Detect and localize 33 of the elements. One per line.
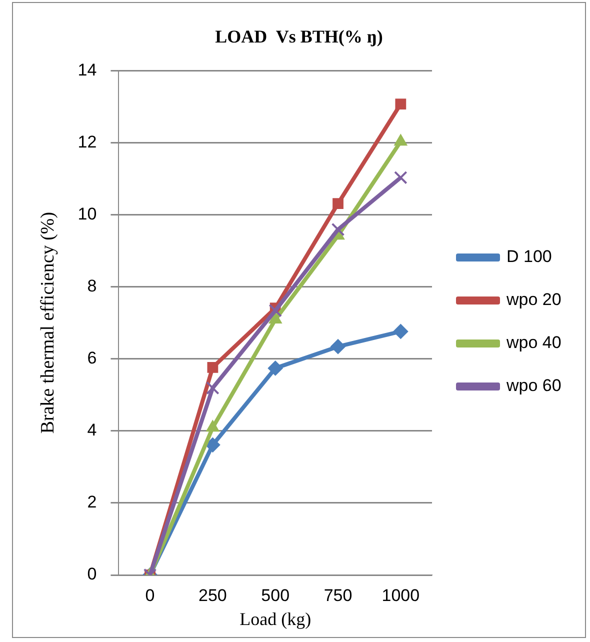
point (393, 324, 408, 339)
y-axis-title: Brake thermal efficiency (%) (37, 212, 58, 434)
x-tick-label: 750 (324, 586, 352, 605)
y-tick-label: 8 (87, 276, 97, 296)
point (268, 312, 282, 324)
legend-label: wpo 60 (506, 376, 562, 396)
point (395, 98, 406, 110)
point (207, 362, 218, 373)
x-tick-label: 250 (198, 586, 227, 605)
y-tick-label: 2 (87, 492, 97, 512)
y-tick-label: 14 (78, 60, 97, 80)
point (268, 304, 282, 318)
point (332, 198, 344, 209)
y-tick-label: 10 (78, 204, 97, 224)
point (206, 420, 220, 432)
y-tick-label: 12 (78, 132, 97, 152)
x-tick-label: 1000 (382, 586, 420, 605)
chart-title: LOAD Vs BTH(% ŋ) (215, 26, 383, 46)
legend-label: wpo 20 (506, 290, 562, 310)
x-axis-title: Load (kg) (240, 608, 312, 629)
legend-label: wpo 40 (506, 333, 562, 352)
point (206, 381, 220, 395)
x-tick-label: 0 (145, 586, 155, 605)
y-tick-label: 0 (87, 564, 97, 584)
point (330, 339, 346, 354)
legend-label: D 100 (506, 247, 552, 266)
point (268, 360, 283, 376)
x-tick-label: 500 (261, 586, 290, 605)
point (331, 222, 345, 236)
y-tick-label: 6 (87, 348, 97, 368)
point (205, 437, 220, 452)
point (394, 170, 408, 184)
y-tick-label: 4 (87, 420, 97, 440)
